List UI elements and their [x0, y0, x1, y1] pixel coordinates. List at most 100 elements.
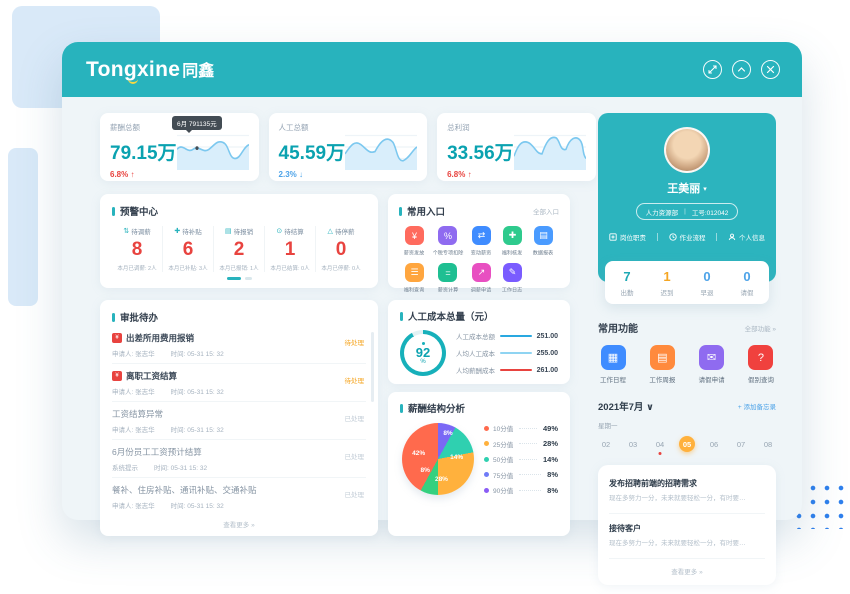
approval-item[interactable]: 6月份员工工资预计结算 已处理 系统提示 时间: 05-31 15: 32: [112, 440, 366, 478]
close-icon[interactable]: [761, 60, 780, 79]
warning-item[interactable]: ▤ 待报销 2 本月已报销: 1人: [214, 226, 265, 272]
salary-calc-icon: =: [438, 263, 458, 282]
approval-item[interactable]: ¥ 出差所用费用报销 待处理 申请人: 张志华 时间: 05-31 15: 32: [112, 326, 366, 364]
calendar-day[interactable]: 02: [601, 439, 611, 449]
entry-data-report[interactable]: ▤ 数据报表: [528, 226, 559, 257]
stat-value: 79.15万: [110, 143, 177, 164]
welfare-query-icon: ☰: [404, 263, 424, 282]
legend-line: [500, 351, 532, 355]
settle-icon: ⊙: [276, 228, 283, 235]
middle-row: 预警中心 ⇅ 待调薪 8 本月已调薪: 2人 ✚ 待补贴 6 本月已补: [100, 194, 570, 293]
stat-label: 人工总额: [278, 123, 309, 132]
approval-item[interactable]: 工资结算异常 已处理 申请人: 张志华 时间: 05-31 15: 32: [112, 402, 366, 440]
calendar-day[interactable]: 03: [628, 439, 638, 449]
legend-value: 28%: [542, 439, 558, 448]
attendance-number: 0: [743, 269, 751, 284]
all-functions-link[interactable]: 全部功能 »: [744, 325, 776, 333]
attendance-label: 迟到: [660, 290, 674, 297]
logo-text-en: Tongxine: [86, 58, 181, 81]
collapse-icon[interactable]: [732, 60, 751, 79]
approval-item[interactable]: ¥ 离职工资结算 待处理 申请人: 张志华 时间: 05-31 15: 32: [112, 364, 366, 402]
personal-info-link[interactable]: 个人信息: [728, 232, 765, 242]
legend-row: 人均薪酬成本 261.00: [456, 365, 558, 376]
legend-row: 90分值 8%: [484, 485, 558, 495]
arrow-up-icon: ↑: [467, 170, 472, 179]
approval-title: 工资结算异常: [112, 409, 164, 419]
labor-cost-content: 92 % 人工成本总额 251.00 人均人工成本 255.00 人均薪酬成本 261…: [400, 330, 558, 376]
month-dropdown[interactable]: 2021年7月 ∨: [598, 399, 654, 413]
approval-item[interactable]: 餐补、住房补贴、通讯补贴、交通补贴 已处理 申请人: 张志华 时间: 05-31 …: [112, 478, 366, 515]
entry-raise-apply[interactable]: ↗ 调薪申请: [466, 263, 497, 294]
charts-stack: 人工成本总量（元） 92 % 人工: [388, 300, 570, 536]
legend-leader: [519, 458, 537, 460]
warning-count: 0: [335, 239, 347, 260]
calendar-day-selected[interactable]: 05: [679, 436, 695, 452]
function-leave-apply[interactable]: ✉ 请假申请: [699, 345, 725, 384]
entry-label: 个税专项扣除: [432, 251, 464, 257]
legend-value: 255.00: [536, 349, 558, 357]
add-memo-link[interactable]: + 添加备忘录: [737, 404, 776, 411]
function-weekly-report[interactable]: ▤ 工作周报: [649, 345, 675, 384]
user-name-dropdown[interactable]: 王美丽 ▾: [606, 180, 768, 196]
attendance-label: 出勤: [620, 290, 634, 297]
timestamp: 时间: 05-31 15: 32: [170, 351, 224, 358]
entry-salary-calc[interactable]: = 薪资计算: [430, 263, 466, 294]
link-label: 作业流程: [679, 235, 706, 242]
avatar[interactable]: [664, 127, 710, 173]
attendance-number: 0: [703, 269, 711, 284]
logo-text-cn: 同鑫: [182, 63, 215, 80]
calendar-day-with-event[interactable]: 04: [652, 436, 668, 455]
scrollbar[interactable]: [371, 332, 374, 402]
notice-item[interactable]: 接待客户 现在多努力一分，未来就要轻松一分，有时要…: [609, 514, 765, 559]
pie-slice-label: 8%: [443, 430, 453, 438]
entry-payroll[interactable]: ¥ 薪资发放: [399, 226, 430, 257]
warning-count: 1: [284, 239, 296, 260]
attendance-number: 7: [623, 269, 631, 284]
view-more-link[interactable]: 查看更多 »: [223, 522, 255, 529]
labor-cost-card: 人工成本总量（元） 92 % 人工: [388, 300, 570, 384]
warning-item[interactable]: ✚ 待补贴 6 本月已补贴: 3人: [163, 226, 214, 272]
entry-work-log[interactable]: ✎ 工作日志: [497, 263, 528, 294]
function-leave-query[interactable]: ? 假别查询: [748, 345, 774, 384]
warning-item[interactable]: ⊙ 待结算 1 本月已结算: 0人: [265, 226, 316, 272]
duty-link[interactable]: 岗位职责: [609, 232, 646, 242]
subsidy-icon: ✚: [174, 228, 181, 235]
carousel-dot-active[interactable]: [226, 277, 241, 280]
view-more-link[interactable]: 查看更多 »: [671, 568, 703, 576]
warning-item[interactable]: ⇅ 待调薪 8 本月已调薪: 2人: [112, 226, 163, 272]
gauge-value: 92: [415, 344, 431, 360]
carousel-dot[interactable]: [244, 277, 252, 280]
payroll-icon: ¥: [404, 226, 424, 245]
salary-adjust-icon: ⇅: [123, 228, 130, 235]
calendar-day[interactable]: 07: [736, 439, 746, 449]
legend-value: 8%: [547, 485, 558, 495]
labor-gauge: 92 %: [400, 330, 446, 376]
applicant: 申请人: 张志华: [112, 351, 155, 358]
section-title-text: 预警中心: [120, 207, 159, 218]
month-label: 2021年7月: [598, 402, 644, 413]
function-schedule[interactable]: ▦ 工作日程: [600, 345, 626, 384]
calendar-day[interactable]: 08: [763, 439, 773, 449]
entry-welfare-issue[interactable]: ✚ 福利核发: [497, 226, 528, 257]
welfare-issue-icon: ✚: [503, 226, 522, 245]
entry-welfare-query[interactable]: ☰ 福利查询: [399, 263, 430, 294]
attendance-stat: 7 出勤: [607, 269, 647, 297]
stat-card-labor-total: 人工总额 45.59万 2.3% ↓: [268, 113, 428, 181]
entry-salary-change[interactable]: ⇄ 变动薪资: [466, 226, 497, 257]
entry-tax-deduct[interactable]: % 个税专项扣除: [430, 226, 466, 257]
timestamp: 时间: 05-31 15: 32: [170, 503, 224, 510]
calendar-day[interactable]: 06: [709, 439, 719, 449]
status-badge: 已处理: [344, 492, 365, 499]
status-badge: 已处理: [344, 416, 365, 423]
all-entries-link[interactable]: 全部入口: [533, 209, 559, 216]
legend-row: 25分值 28%: [484, 439, 558, 449]
warning-caption: 本月已调薪: 2人: [117, 266, 157, 272]
warning-item[interactable]: △ 待停薪 0 本月已停薪: 0人: [316, 226, 366, 272]
process-link[interactable]: 作业流程: [668, 232, 706, 242]
duty-icon: [609, 233, 617, 241]
expand-icon[interactable]: [703, 60, 722, 79]
weekday-label: 星期一: [598, 423, 618, 430]
entry-label: 薪资计算: [437, 288, 459, 294]
notice-item[interactable]: 发布招聘前端的招聘需求 现在多努力一分，未来就要轻松一分，有时要…: [609, 475, 765, 514]
warning-count: 6: [182, 239, 194, 260]
